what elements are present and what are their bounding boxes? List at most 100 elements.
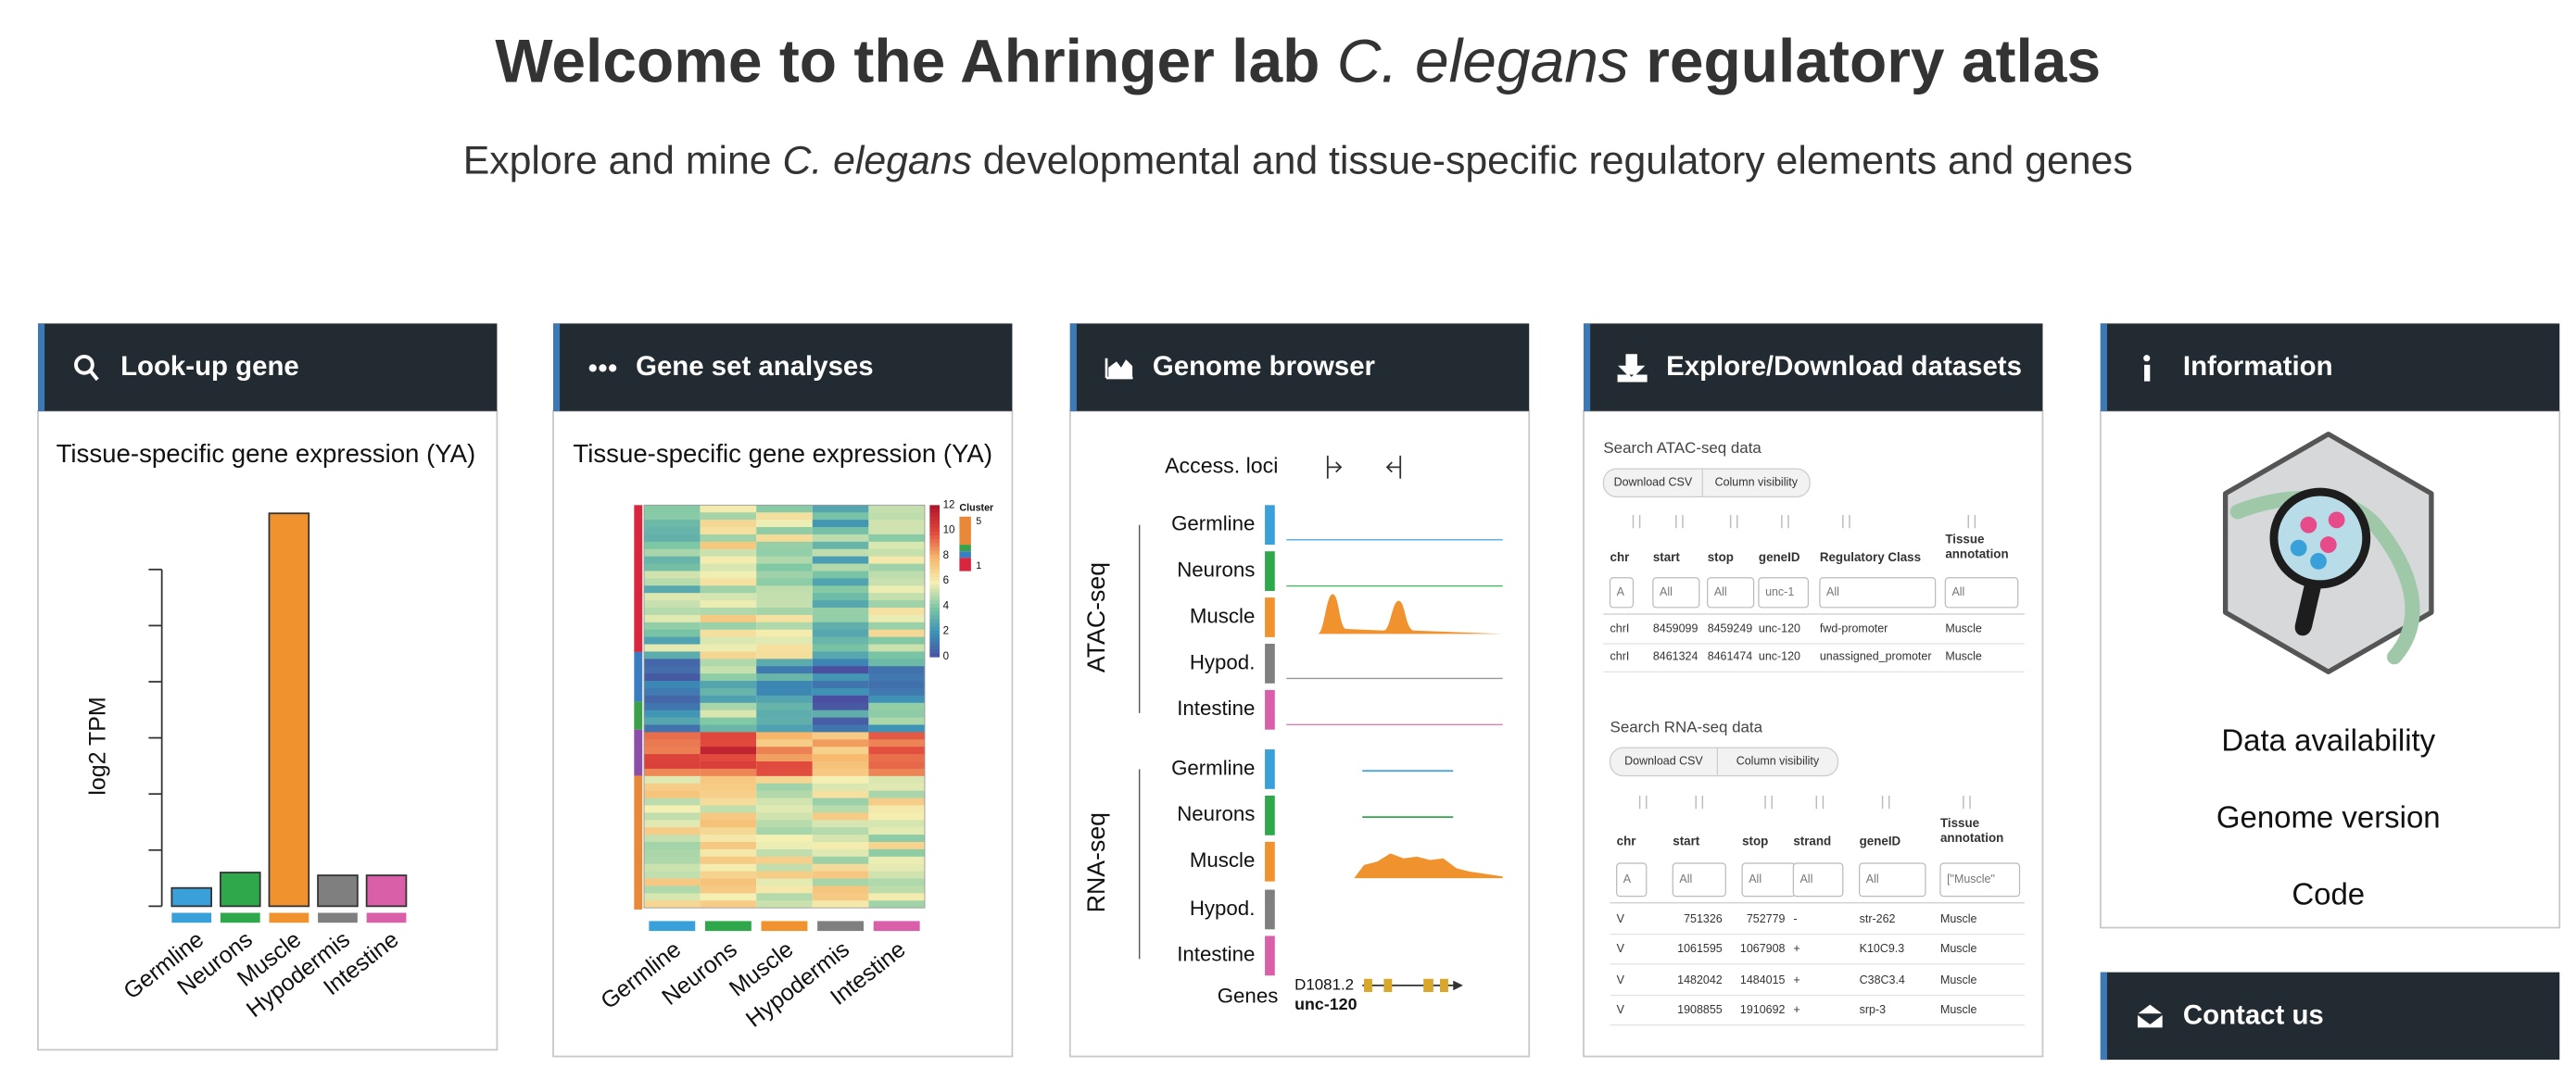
card-header[interactable] — [2100, 972, 2560, 1061]
heatmap-cell — [756, 548, 813, 558]
category-strip — [318, 912, 358, 923]
heatmap-cell — [868, 805, 925, 813]
filter-input[interactable] — [1944, 577, 2019, 609]
sort-icon[interactable] — [1675, 515, 1684, 529]
heatmap-cell — [644, 702, 701, 711]
filter-input[interactable] — [1707, 577, 1755, 609]
gene-exon — [1383, 978, 1393, 993]
heatmap-cell — [700, 666, 757, 674]
heatmap-cell — [644, 893, 701, 901]
heatmap-cell — [756, 768, 813, 777]
sort-icon[interactable] — [1764, 795, 1773, 810]
filter-input[interactable] — [1616, 862, 1648, 898]
heatmap-cell — [812, 871, 869, 879]
icon-part — [1617, 354, 1648, 383]
heatmap-cell — [644, 512, 701, 521]
heatmap-cell — [700, 659, 757, 667]
heatmap-cell — [756, 805, 813, 813]
colorbar-label: 6 — [943, 575, 949, 586]
heatmap-cell — [868, 739, 925, 747]
heatmap-cell — [700, 687, 757, 697]
category-strip — [817, 921, 865, 932]
heatmap-cell — [700, 732, 757, 740]
button[interactable]: Column visibility — [1736, 755, 1820, 768]
filter-input[interactable] — [1792, 862, 1844, 898]
table-cell: chrI — [1610, 650, 1630, 663]
track-color — [1265, 841, 1275, 882]
heatmap-cell — [644, 666, 701, 674]
filter-placeholder: All — [1866, 873, 1879, 885]
heatmap-cell — [644, 842, 701, 850]
heatmap-cell — [812, 768, 869, 777]
filter-input[interactable] — [1672, 862, 1726, 898]
card-header[interactable] — [553, 323, 1013, 411]
link[interactable]: Data availability — [2221, 723, 2435, 758]
colorbar-cell — [929, 523, 941, 529]
heatmap-cell — [756, 747, 813, 755]
table-cell: chrI — [1610, 622, 1630, 634]
button-group — [1609, 747, 1839, 777]
card-accent — [37, 323, 45, 411]
table-cell: 8459249 — [1708, 622, 1753, 634]
table-cell: V — [1617, 1003, 1625, 1016]
link[interactable]: Code — [2292, 876, 2365, 910]
sort-icon[interactable] — [1638, 795, 1648, 810]
info-link: Genome version — [2216, 800, 2441, 835]
heatmap-cell — [644, 739, 701, 747]
heatmap-cell — [644, 527, 701, 535]
heatmap-cell — [812, 739, 869, 747]
track-signal — [1354, 853, 1503, 879]
sort-icon[interactable] — [1729, 515, 1738, 529]
heatmap-cell — [700, 827, 757, 835]
sort-icon[interactable] — [1781, 515, 1789, 529]
filter-input[interactable] — [1859, 862, 1926, 898]
sort-icon[interactable] — [1963, 795, 1971, 810]
heatmap-cell — [756, 608, 813, 616]
button[interactable]: Download CSV — [1614, 476, 1693, 489]
card-icon — [1105, 358, 1133, 380]
heatmap-cell — [644, 775, 701, 785]
heatmap-cell — [868, 608, 925, 616]
gene-exon — [1364, 978, 1372, 993]
table-cell: 1061595 — [1677, 942, 1723, 955]
colorbar-cell — [929, 505, 941, 509]
track-color — [1265, 795, 1275, 835]
card-header[interactable] — [1584, 323, 2043, 411]
colorbar-cell — [929, 532, 941, 536]
heatmap-cell — [812, 878, 869, 886]
heatmap-cell — [756, 556, 813, 564]
filter-input[interactable] — [1939, 862, 2021, 898]
filter-input[interactable] — [1652, 577, 1700, 609]
filter-input[interactable] — [1819, 577, 1937, 609]
button[interactable]: Download CSV — [1624, 755, 1703, 768]
link[interactable]: Genome version — [2216, 800, 2441, 835]
heatmap-cell — [756, 614, 813, 623]
sort-icon[interactable] — [1815, 795, 1825, 810]
heatmap-cell — [812, 534, 869, 543]
bar — [170, 886, 212, 908]
card-header[interactable] — [2100, 323, 2560, 411]
heatmap-cell — [700, 747, 757, 755]
filter-input[interactable] — [1758, 577, 1810, 609]
colorbar-cell — [929, 558, 941, 563]
sort-icon[interactable] — [1881, 795, 1890, 810]
sort-icon[interactable] — [1967, 515, 1976, 529]
heatmap-cell — [756, 702, 813, 711]
sort-icon[interactable] — [1842, 515, 1850, 529]
card-body — [1068, 409, 1531, 1058]
button[interactable]: Column visibility — [1715, 476, 1799, 489]
heatmap-cell — [868, 702, 925, 711]
sort-icon[interactable] — [1695, 795, 1704, 810]
card-header[interactable] — [1069, 323, 1530, 411]
heatmap-cell — [756, 848, 813, 858]
heatmap-cell — [868, 790, 925, 798]
heatmap-cell — [756, 578, 813, 586]
heatmap-cell — [756, 600, 813, 609]
bar — [317, 874, 359, 908]
card-header[interactable] — [37, 323, 498, 411]
filter-input[interactable] — [1609, 577, 1635, 609]
sort-icon[interactable] — [1632, 515, 1641, 529]
colorbar-cell — [929, 634, 941, 639]
heatmap-cell — [700, 520, 757, 528]
heatmap-cell — [868, 585, 925, 594]
